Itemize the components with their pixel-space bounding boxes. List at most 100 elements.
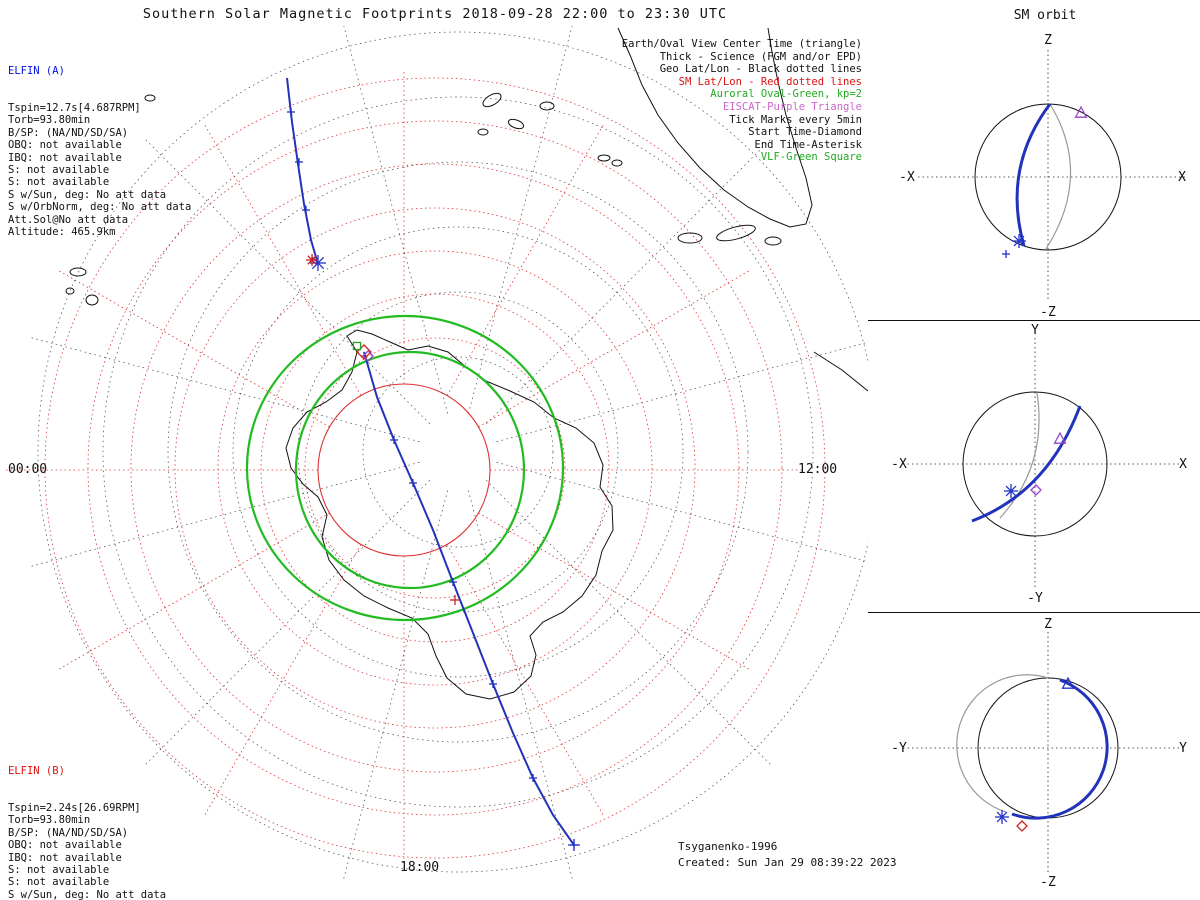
sm-grid-circle — [217, 250, 653, 686]
elfin-footprint-segment-2 — [363, 351, 575, 846]
earth-circle — [962, 391, 1108, 537]
sm-grid-spoke — [59, 512, 330, 670]
island — [65, 287, 75, 295]
legend-line: EISCAT-Purple Triangle — [722, 100, 862, 113]
legend-block: Earth/Oval View Center Time (triangle) Th… — [622, 38, 862, 164]
geo-grid-spoke — [143, 480, 430, 767]
legend-line: Geo Lat/Lon - Black dotted lines — [659, 63, 862, 76]
marker-diamond — [362, 350, 374, 362]
created-label: Created: Sun Jan 29 08:39:22 2023 — [678, 856, 897, 869]
island — [507, 118, 525, 130]
elfin-b-info-line: S: not available — [8, 864, 110, 877]
orbit-farside-arc — [999, 392, 1040, 519]
elfin-a-info-line: Tspin=12.7s[4.687RPM] — [8, 102, 141, 115]
elfin-b-info-line: S: not available — [8, 876, 110, 889]
elfin-a-name: ELFIN (A) — [8, 64, 65, 77]
panel-axis-label: -Y — [1027, 591, 1043, 606]
elfin-a-info-line: Torb=93.80min — [8, 114, 91, 127]
elfin-a-info-block: ELFIN (A) Tspin=12.7s[4.687RPM] Torb=93.8… — [8, 40, 191, 263]
elfin-a-info-line: B/SP: (NA/ND/SD/SA) — [8, 126, 129, 139]
earth-circle — [974, 103, 1122, 251]
sm-orbit-panels: Z -Z -X X Y -Y -X X Z -Z -Y Y — [891, 33, 1187, 890]
marker-asterisk — [1013, 235, 1025, 247]
panel-axis-label: -Z — [1040, 305, 1056, 320]
marker-diamond — [1030, 484, 1042, 496]
elfin-b-info-line: Tspin=2.24s[26.69RPM] — [8, 802, 141, 815]
island — [764, 236, 782, 246]
legend-line: Tick Marks every 5min — [729, 113, 862, 126]
orbit-science-arc — [1011, 678, 1109, 820]
legend-line: Earth/Oval View Center Time (triangle) — [621, 38, 862, 50]
orbit-science-arc — [971, 405, 1082, 523]
auroral-oval — [294, 350, 526, 590]
island — [69, 267, 87, 277]
legend-line: End Time-Asterisk — [754, 138, 862, 151]
map-coastlines — [65, 27, 868, 700]
elfin-a-info-line: Altitude: 465.9km — [8, 226, 116, 239]
elfin-b-info-block: ELFIN (B) Tspin=2.24s[26.69RPM] Torb=93.8… — [8, 740, 191, 900]
sm-inner-circle — [317, 383, 491, 557]
island — [597, 154, 611, 162]
orbit-science-arc — [1015, 103, 1052, 247]
coastline-fragment — [813, 351, 868, 392]
geo-grid-spoke — [28, 336, 420, 442]
geo-grid-circle — [102, 96, 814, 808]
legend-lines: Earth/Oval View Center Time (triangle) Th… — [622, 38, 862, 164]
elfin-b-info-line: IBQ: not available — [8, 851, 122, 864]
island — [144, 94, 156, 102]
geo-grid-circle — [167, 161, 749, 743]
island — [611, 159, 623, 167]
elfin-a-info-line: Att.Sol@No att data — [8, 213, 129, 226]
legend-line: Thick - Science (FGM and/or EPD) — [659, 50, 862, 63]
panel-axis-label: -Y — [891, 741, 907, 756]
geo-grid-spoke — [496, 341, 868, 442]
elfin-b-name: ELFIN (B) — [8, 764, 65, 777]
map-track-layer — [245, 77, 580, 851]
sm-grid-spoke — [204, 125, 362, 396]
panel-axis-label: Y — [1179, 741, 1187, 756]
island — [477, 128, 489, 136]
marker-asterisk — [307, 255, 317, 265]
marker-diamond — [1016, 820, 1028, 832]
marker-triangle — [1053, 431, 1067, 444]
antarctica-coastline — [285, 329, 614, 700]
panel-axis-label: X — [1178, 170, 1186, 185]
auroral-oval — [245, 314, 565, 622]
model-label: Tsyganenko-1996 — [678, 840, 778, 853]
marker-asterisk — [311, 256, 325, 270]
elfin-b-info-lines: Tspin=2.24s[26.69RPM] Torb=93.80min B/SP: … — [8, 802, 191, 900]
elfin-footprint-segment-1 — [286, 77, 319, 265]
orbit-farside-arc — [956, 674, 1049, 813]
sm-grid-circle — [260, 293, 610, 643]
sm-grid-spoke — [478, 270, 749, 428]
mlt-label-1800: 18:00 — [400, 860, 440, 875]
island — [677, 232, 703, 244]
elfin-b-info-line: S w/Sun, deg: No att data — [8, 888, 167, 900]
island — [482, 92, 502, 108]
panel-axis-label: Y — [1031, 323, 1039, 338]
plot-title: Southern Solar Magnetic Footprints 2018-… — [142, 6, 728, 22]
geo-grid-circle — [362, 356, 554, 548]
geo-grid-circle — [232, 226, 684, 678]
mlt-label-0000: 00:00 — [8, 462, 48, 477]
island — [539, 101, 555, 111]
sm-grid-spoke — [446, 544, 604, 815]
marker-asterisk — [996, 811, 1008, 823]
map-grid-layer — [6, 26, 868, 882]
island — [716, 224, 756, 242]
geo-grid-spoke — [486, 480, 773, 767]
marker-square — [352, 341, 362, 351]
sm-grid-circle — [304, 337, 566, 599]
elfin-a-info-line: S w/Sun, deg: No att data — [8, 188, 167, 201]
legend-line: SM Lat/Lon - Red dotted lines — [678, 75, 862, 88]
sm-grid-circle — [130, 163, 740, 773]
panel-axis-label: Z — [1044, 617, 1052, 632]
panel-axis-label: -Z — [1040, 875, 1056, 890]
marker-triangle — [1074, 105, 1088, 118]
panel-axis-label: -X — [891, 457, 907, 472]
legend-line: Auroral Oval-Green, kp=2 — [710, 88, 862, 101]
panel-axis-label: Z — [1044, 33, 1052, 48]
marker-triangle — [1061, 676, 1075, 689]
orbit-farside-arc — [1045, 103, 1072, 250]
marker-asterisk — [1005, 485, 1017, 497]
